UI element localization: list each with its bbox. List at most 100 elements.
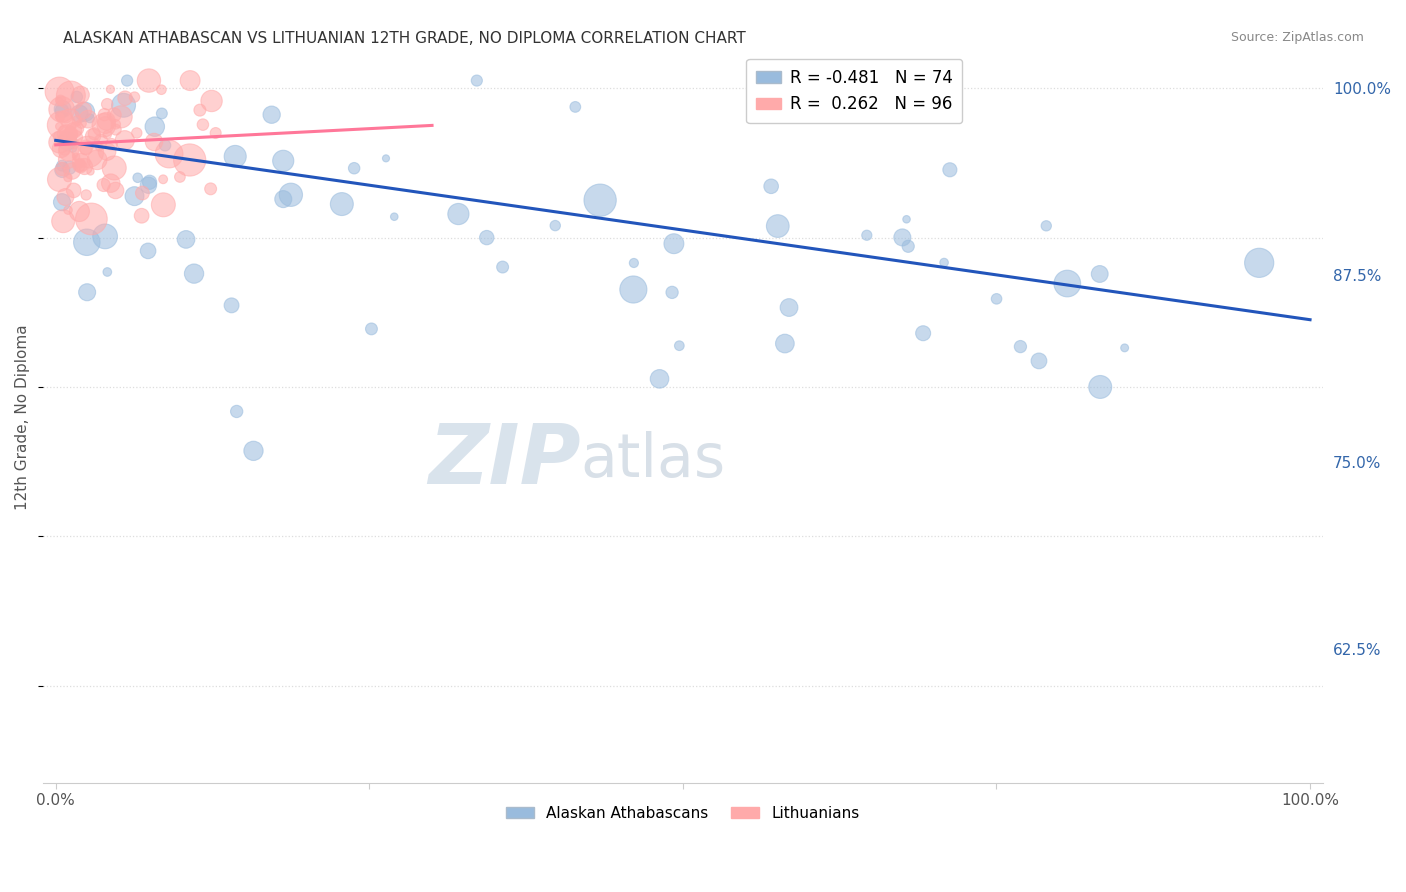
Alaskan Athabascans xyxy=(271,192,294,206)
Y-axis label: 12th Grade, No Diploma: 12th Grade, No Diploma xyxy=(15,324,30,509)
Alaskan Athabascans xyxy=(174,232,197,246)
Lithuanians xyxy=(67,204,90,219)
Alaskan Athabascans xyxy=(382,210,405,224)
Lithuanians xyxy=(96,145,118,159)
Lithuanians xyxy=(66,121,89,136)
Lithuanians xyxy=(51,118,73,132)
Alaskan Athabascans xyxy=(51,103,73,118)
Lithuanians xyxy=(191,118,214,132)
Alaskan Athabascans xyxy=(1056,277,1078,291)
Lithuanians xyxy=(49,142,72,156)
Alaskan Athabascans xyxy=(1010,340,1032,354)
Lithuanians xyxy=(59,88,82,103)
Lithuanians xyxy=(63,123,86,137)
Lithuanians xyxy=(70,160,93,174)
Alaskan Athabascans xyxy=(56,134,79,148)
Lithuanians xyxy=(56,203,79,218)
Lithuanians xyxy=(110,110,132,124)
Lithuanians xyxy=(67,159,90,173)
Lithuanians xyxy=(114,133,136,147)
Lithuanians xyxy=(59,127,82,141)
Alaskan Athabascans xyxy=(153,138,176,153)
Lithuanians xyxy=(76,145,98,159)
Lithuanians xyxy=(94,118,117,132)
Lithuanians xyxy=(49,93,72,107)
Alaskan Athabascans xyxy=(221,298,243,312)
Alaskan Athabascans xyxy=(79,112,101,126)
Lithuanians xyxy=(93,118,115,132)
Lithuanians xyxy=(77,112,100,127)
Alaskan Athabascans xyxy=(242,443,264,458)
Lithuanians xyxy=(89,140,111,154)
Text: ZIP: ZIP xyxy=(427,420,581,501)
Alaskan Athabascans xyxy=(648,372,671,386)
Lithuanians xyxy=(51,133,73,147)
Alaskan Athabascans xyxy=(544,219,567,233)
Lithuanians xyxy=(55,110,77,124)
Lithuanians xyxy=(83,127,105,141)
Lithuanians xyxy=(157,147,180,161)
Lithuanians xyxy=(62,183,84,197)
Alaskan Athabascans xyxy=(51,163,73,178)
Alaskan Athabascans xyxy=(143,120,166,134)
Lithuanians xyxy=(62,128,84,142)
Lithuanians xyxy=(204,126,226,140)
Lithuanians xyxy=(124,90,146,104)
Lithuanians xyxy=(62,136,84,151)
Lithuanians xyxy=(65,130,87,145)
Alaskan Athabascans xyxy=(1090,380,1112,394)
Lithuanians xyxy=(70,155,93,169)
Lithuanians xyxy=(75,140,97,154)
Lithuanians xyxy=(179,73,201,87)
Lithuanians xyxy=(143,135,166,149)
Lithuanians xyxy=(51,161,73,176)
Lithuanians xyxy=(96,114,118,128)
Alaskan Athabascans xyxy=(939,162,962,177)
Lithuanians xyxy=(80,211,103,226)
Lithuanians xyxy=(48,120,70,134)
Lithuanians xyxy=(56,153,79,167)
Lithuanians xyxy=(90,134,112,148)
Lithuanians xyxy=(179,153,201,167)
Lithuanians xyxy=(56,130,79,145)
Lithuanians xyxy=(75,142,97,156)
Alaskan Athabascans xyxy=(856,228,879,243)
Alaskan Athabascans xyxy=(183,267,205,281)
Lithuanians xyxy=(125,126,148,140)
Lithuanians xyxy=(103,108,125,122)
Lithuanians xyxy=(49,111,72,125)
Alaskan Athabascans xyxy=(475,230,498,244)
Alaskan Athabascans xyxy=(73,104,96,119)
Alaskan Athabascans xyxy=(1249,256,1271,270)
Alaskan Athabascans xyxy=(112,98,135,112)
Text: atlas: atlas xyxy=(581,432,725,491)
Lithuanians xyxy=(93,108,115,122)
Lithuanians xyxy=(59,112,82,127)
Alaskan Athabascans xyxy=(136,244,159,258)
Lithuanians xyxy=(66,113,89,128)
Alaskan Athabascans xyxy=(51,159,73,173)
Alaskan Athabascans xyxy=(778,301,800,315)
Alaskan Athabascans xyxy=(62,141,84,155)
Alaskan Athabascans xyxy=(896,212,918,227)
Text: Source: ZipAtlas.com: Source: ZipAtlas.com xyxy=(1230,31,1364,45)
Alaskan Athabascans xyxy=(124,189,146,203)
Lithuanians xyxy=(70,116,93,130)
Alaskan Athabascans xyxy=(150,106,173,120)
Alaskan Athabascans xyxy=(96,265,118,279)
Lithuanians xyxy=(56,128,79,142)
Lithuanians xyxy=(200,182,222,196)
Alaskan Athabascans xyxy=(891,230,914,244)
Lithuanians xyxy=(96,97,118,112)
Alaskan Athabascans xyxy=(58,161,80,175)
Lithuanians xyxy=(48,110,70,124)
Lithuanians xyxy=(138,73,160,87)
Lithuanians xyxy=(103,161,125,175)
Alaskan Athabascans xyxy=(932,255,955,269)
Lithuanians xyxy=(53,142,76,156)
Lithuanians xyxy=(55,190,77,204)
Lithuanians xyxy=(65,150,87,164)
Alaskan Athabascans xyxy=(986,292,1008,306)
Lithuanians xyxy=(100,137,122,152)
Lithuanians xyxy=(131,209,153,223)
